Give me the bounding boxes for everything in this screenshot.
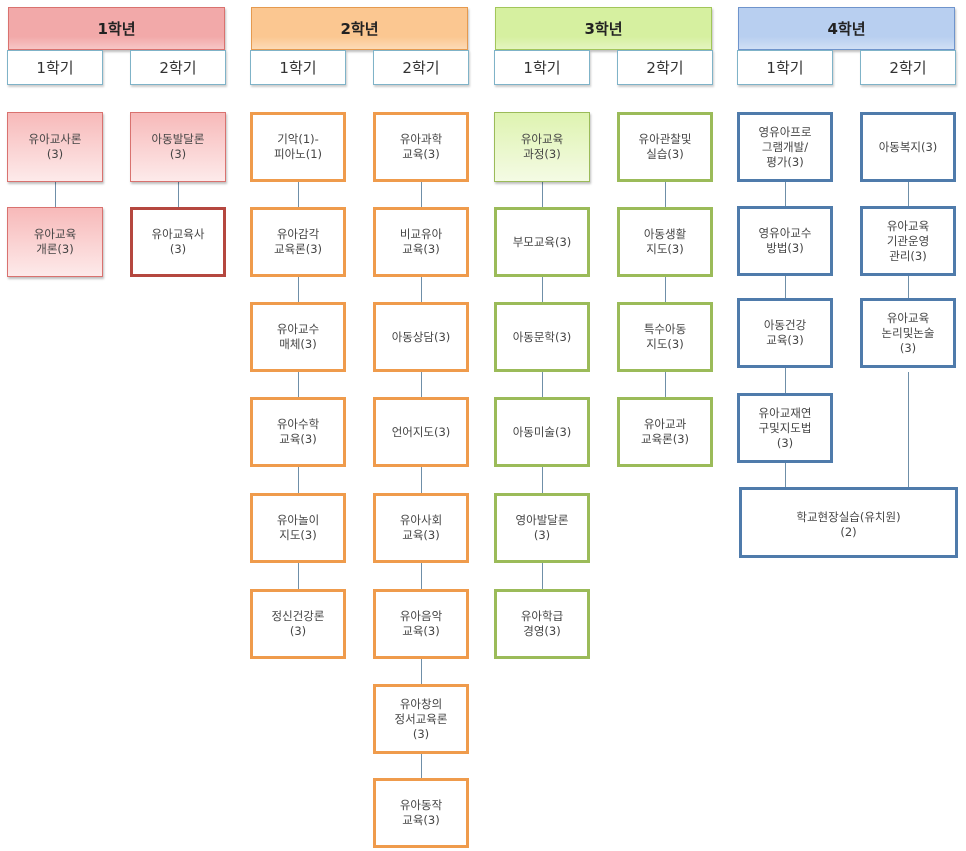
course-box: 유아음악 교육(3) [373,589,469,659]
course-box: 유아교재연 구및지도법 (3) [737,393,833,463]
course-box: 유아놀이 지도(3) [250,493,346,563]
connector-line [55,182,56,207]
capstone-course-box: 학교현장실습(유치원) (2) [739,487,958,558]
course-box: 기악(1)- 피아노(1) [250,112,346,182]
course-box: 아동복지(3) [860,112,956,182]
connector-line [421,277,422,302]
course-box: 부모교육(3) [494,207,590,277]
course-box: 유아과학 교육(3) [373,112,469,182]
connector-line [421,467,422,493]
connector-line [785,182,786,206]
course-box: 영유아교수 방법(3) [737,206,833,276]
course-box: 언어지도(3) [373,397,469,467]
year-header: 4학년 [738,7,955,50]
year-header: 1학년 [8,7,225,50]
course-box: 아동생활 지도(3) [617,207,713,277]
connector-line [421,563,422,589]
connector-line [908,276,909,298]
year-header: 3학년 [495,7,712,50]
course-box: 영유아프로 그램개발/ 평가(3) [737,112,833,182]
course-box: 유아동작 교육(3) [373,778,469,848]
connector-line [542,372,543,397]
course-box: 유아교육 개론(3) [7,207,103,277]
course-box: 유아감각 교육론(3) [250,207,346,277]
connector-line [421,182,422,207]
connector-line [421,372,422,397]
semester-header: 2학기 [617,50,713,85]
connector-line [785,276,786,298]
semester-header: 1학기 [494,50,590,85]
connector-line [298,563,299,589]
semester-header: 2학기 [373,50,469,85]
connector-line [421,754,422,778]
course-box: 정신건강론 (3) [250,589,346,659]
semester-header: 1학기 [737,50,833,85]
connector-line [785,368,786,393]
connector-line [542,467,543,493]
course-box: 비교유아 교육(3) [373,207,469,277]
connector-line [665,182,666,207]
course-box: 유아교수 매체(3) [250,302,346,372]
year-header: 2학년 [251,7,468,50]
course-box: 특수아동 지도(3) [617,302,713,372]
connector-line [908,372,909,487]
course-box: 아동상담(3) [373,302,469,372]
connector-line [298,277,299,302]
course-box: 영아발달론 (3) [494,493,590,563]
connector-line [298,182,299,207]
course-box: 유아사회 교육(3) [373,493,469,563]
connector-line [178,182,179,207]
semester-header: 2학기 [860,50,956,85]
course-box: 유아창의 정서교육론 (3) [373,684,469,754]
semester-header: 1학기 [250,50,346,85]
course-box: 유아교과 교육론(3) [617,397,713,467]
connector-line [665,372,666,397]
course-box: 유아교육 기관운영 관리(3) [860,206,956,276]
course-box: 유아관찰및 실습(3) [617,112,713,182]
connector-line [298,467,299,493]
course-box: 유아수학 교육(3) [250,397,346,467]
connector-line [298,372,299,397]
connector-line [542,277,543,302]
course-box: 유아교육사 (3) [130,207,226,277]
course-box: 아동문학(3) [494,302,590,372]
semester-header: 1학기 [7,50,103,85]
connector-line [665,277,666,302]
connector-line [785,463,786,487]
connector-line [542,563,543,589]
course-box: 유아교사론 (3) [7,112,103,182]
course-box: 아동발달론 (3) [130,112,226,182]
connector-line [421,659,422,684]
connector-line [542,182,543,207]
semester-header: 2학기 [130,50,226,85]
course-box: 유아교육 논리및논술 (3) [860,298,956,368]
course-box: 아동미술(3) [494,397,590,467]
connector-line [908,182,909,206]
course-box: 유아교육 과정(3) [494,112,590,182]
course-box: 유아학급 경영(3) [494,589,590,659]
course-box: 아동건강 교육(3) [737,298,833,368]
